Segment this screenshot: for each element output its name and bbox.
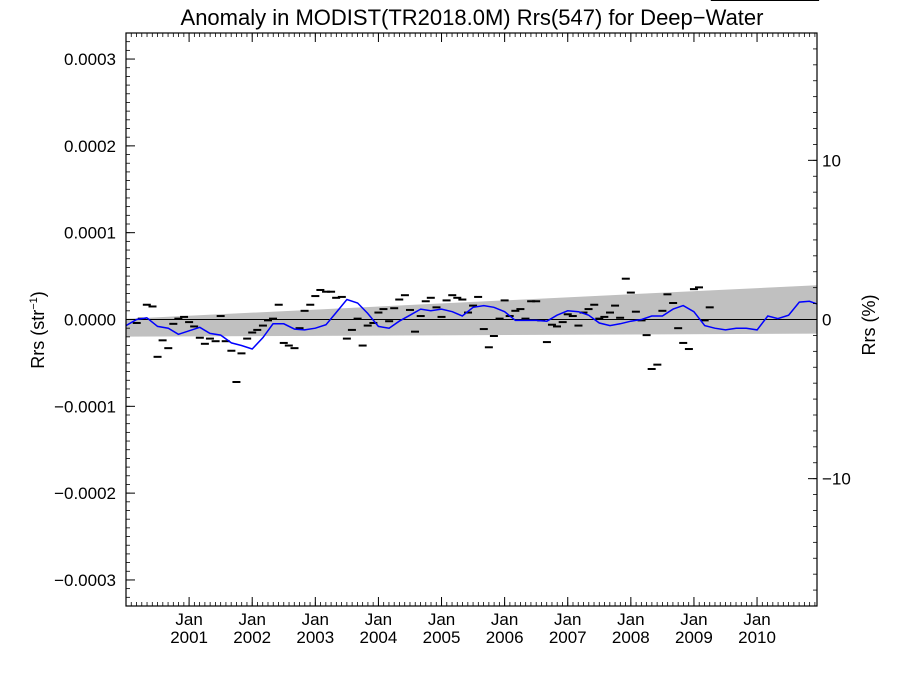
x-tick-label-year: 2010 [738,628,776,647]
y-tick-label: 0.0002 [64,137,116,156]
x-tick-label-month: Jan [175,610,202,629]
x-tick-label-month: Jan [428,610,455,629]
x-tick-label-year: 2008 [612,628,650,647]
x-tick-label-month: Jan [617,610,644,629]
y-right-tick-label: 10 [822,151,841,170]
x-tick-label-month: Jan [302,610,329,629]
x-tick-label-year: 2009 [675,628,713,647]
x-tick-label-month: Jan [680,610,707,629]
y-tick-label: −0.0001 [54,397,116,416]
x-tick-label-year: 2005 [423,628,461,647]
y-axis-right-label: Rrs (%) [859,295,879,356]
y-right-tick-label: 0 [822,311,831,330]
y-tick-label: 0.0000 [64,311,116,330]
x-tick-label-year: 2001 [170,628,208,647]
plot-area [125,0,820,384]
y-tick-label: −0.0003 [54,571,116,590]
smoothed-series-line [125,298,818,350]
x-tick-label-month: Jan [491,610,518,629]
x-tick-label-year: 2003 [296,628,334,647]
y-right-tick-label: −10 [822,470,851,489]
x-tick-label-month: Jan [238,610,265,629]
x-tick-label-month: Jan [365,610,392,629]
chart-title: Anomaly in MODIST(TR2018.0M) Rrs(547) fo… [181,5,764,30]
y-tick-label: 0.0003 [64,50,116,69]
y-axis-left-label: Rrs (str−1) [28,291,48,369]
trend-band [126,285,817,337]
y-tick-label: 0.0001 [64,224,116,243]
x-tick-label-year: 2006 [486,628,524,647]
axis-ticks: 0.0003 0.0002 0.0001 0.0000 −0.0001 −0.0002 −0… [54,32,851,647]
x-tick-label-month: Jan [554,610,581,629]
x-tick-label-year: 2002 [233,628,271,647]
x-tick-label-year: 2007 [549,628,587,647]
x-tick-label-year: 2004 [360,628,398,647]
y-tick-label: −0.0002 [54,484,116,503]
x-tick-label-month: Jan [743,610,770,629]
